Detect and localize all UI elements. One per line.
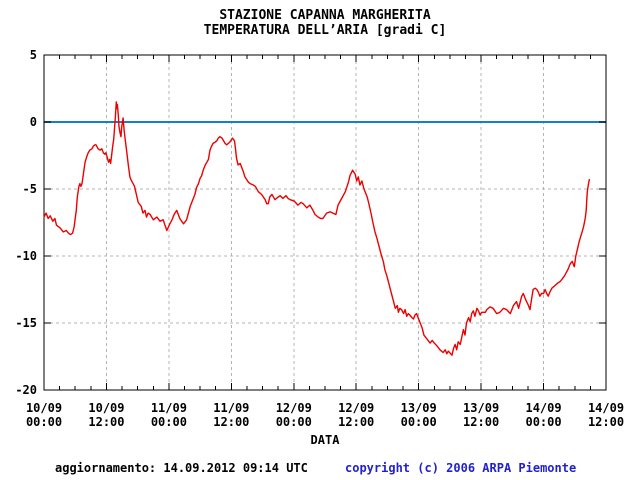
x-tick-label-time: 00:00: [276, 415, 312, 429]
x-tick-label-time: 12:00: [338, 415, 374, 429]
x-tick-label-date: 12/09: [276, 401, 312, 415]
x-tick-label-date: 14/09: [525, 401, 561, 415]
chart-title: STAZIONE CAPANNA MARGHERITA: [219, 8, 431, 23]
plot-border: [43, 54, 607, 391]
temperature-series-line: [43, 101, 590, 356]
update-timestamp: aggiornamento: 14.09.2012 09:14 UTC: [55, 461, 308, 475]
x-tick-label-time: 00:00: [401, 415, 437, 429]
x-tick-label-time: 00:00: [525, 415, 561, 429]
x-tick-label-date: 12/09: [338, 401, 374, 415]
x-tick-label-time: 12:00: [463, 415, 499, 429]
y-tick-label: 5: [30, 48, 37, 62]
x-tick-label-time: 12:00: [88, 415, 124, 429]
x-tick-label-time: 12:00: [588, 415, 624, 429]
y-tick-label: -5: [23, 182, 37, 196]
x-tick-label-date: 11/09: [213, 401, 249, 415]
y-tick-label: 0: [30, 115, 37, 129]
x-tick-label-date: 13/09: [463, 401, 499, 415]
y-tick-label: -15: [15, 316, 37, 330]
x-axis-label: DATA: [310, 433, 340, 447]
copyright-text: copyright (c) 2006 ARPA Piemonte: [345, 461, 577, 475]
y-tick-label: -20: [15, 383, 37, 397]
x-tick-label-date: 13/09: [401, 401, 437, 415]
y-tick-label: -10: [15, 249, 37, 263]
x-tick-label-time: 12:00: [213, 415, 249, 429]
x-tick-label-date: 11/09: [151, 401, 187, 415]
axis-labels: 50-5-10-15-2010/0900:0010/0912:0011/0900…: [15, 48, 624, 429]
x-tick-label-date: 10/09: [88, 401, 124, 415]
gridlines: [44, 55, 606, 390]
x-tick-label-date: 10/09: [26, 401, 62, 415]
x-tick-label-date: 14/09: [588, 401, 624, 415]
x-tick-label-time: 00:00: [151, 415, 187, 429]
chart-subtitle: TEMPERATURA DELL’ARIA [gradi C]: [203, 23, 447, 38]
x-tick-label-time: 00:00: [26, 415, 62, 429]
tick-marks: [43, 54, 607, 391]
